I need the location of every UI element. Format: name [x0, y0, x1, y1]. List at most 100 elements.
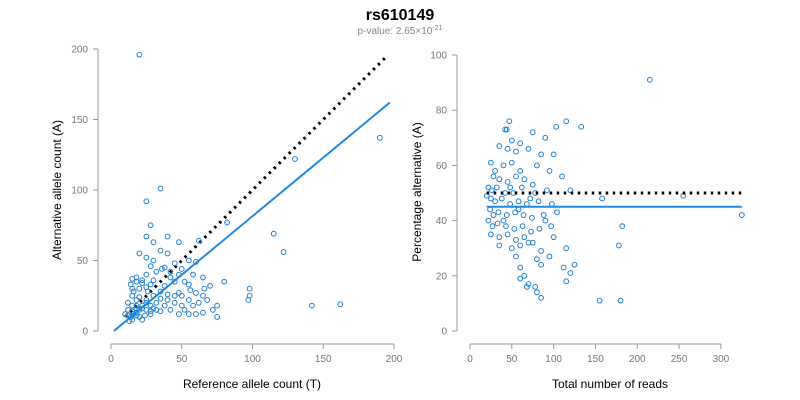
left-data-point [200, 274, 206, 281]
left-y-tick-label: 50 [77, 256, 89, 267]
right-data-point [527, 195, 534, 202]
left-data-point [136, 285, 143, 292]
left-data-point [144, 288, 151, 295]
left-data-point [224, 219, 230, 226]
left-data-point [167, 306, 174, 313]
left-data-point [185, 257, 192, 264]
left-data-point [133, 305, 140, 312]
left-data-point [125, 299, 131, 306]
right-data-point [571, 261, 578, 268]
right-data-point [554, 209, 560, 216]
right-data-point [506, 118, 513, 125]
left-data-point [161, 302, 168, 309]
left-data-point [161, 282, 168, 289]
left-data-point [143, 299, 150, 306]
right-data-point [523, 201, 530, 207]
right-data-point [548, 223, 555, 230]
left-data-point [193, 290, 199, 296]
right-data-point [738, 212, 745, 218]
right-data-point [493, 184, 500, 191]
right-data-point [513, 148, 519, 155]
left-scatter-panel: 0 50 100 150 200 0 50 100 150 200 Reference allel… [50, 45, 403, 392]
right-scatter-panel: 0 50 100 150 200 250 300 0 20 40 60 80 100 Total num… [410, 51, 745, 391]
right-data-point [500, 217, 507, 224]
right-data-point [513, 173, 519, 180]
left-data-point [157, 185, 164, 192]
right-data-point [546, 168, 553, 174]
left-data-point [193, 311, 199, 317]
left-data-point [136, 250, 143, 257]
left-data-point [164, 297, 171, 303]
left-data-point [337, 301, 344, 308]
left-data-point [221, 278, 228, 285]
left-data-point [181, 306, 188, 313]
left-data-point [204, 297, 211, 303]
right-data-point [617, 297, 624, 304]
right-y-tick-label: 40 [436, 216, 448, 227]
right-data-point [538, 151, 544, 158]
left-data-point [171, 292, 178, 299]
right-y-tick-label: 80 [436, 106, 448, 117]
right-data-point [534, 289, 540, 296]
left-data-point [270, 230, 277, 237]
left-data-point [147, 222, 154, 229]
right-data-point [534, 162, 540, 169]
right-data-point [550, 234, 557, 241]
right-data-point [538, 261, 544, 268]
left-data-point [167, 268, 174, 275]
left-data-point [153, 268, 160, 275]
left-data-point [164, 233, 171, 240]
right-data-point [487, 206, 493, 213]
left-data-point [280, 249, 287, 255]
right-data-point [517, 140, 524, 147]
left-data-point [139, 277, 146, 284]
right-data-point [504, 179, 511, 185]
right-data-point [560, 264, 567, 271]
left-data-point [171, 260, 178, 267]
left-x-tick-label: 0 [108, 354, 114, 365]
right-data-point [515, 206, 522, 213]
left-y-tick-label: 200 [71, 45, 88, 56]
right-data-point [488, 187, 495, 194]
right-data-point [492, 198, 498, 205]
right-y-axis-label: Percentage alternative (A) [410, 122, 424, 261]
right-data-point [538, 248, 544, 254]
right-data-point [567, 187, 574, 194]
right-data-point [511, 225, 518, 232]
left-data-point [147, 281, 154, 288]
left-x-tick-label: 150 [315, 354, 332, 365]
left-data-point [178, 292, 185, 299]
right-data-point [504, 231, 511, 238]
right-data-point [615, 242, 622, 249]
right-data-point [502, 190, 509, 196]
right-data-point [508, 137, 515, 144]
right-x-tick-label: 200 [629, 354, 646, 365]
right-y-tick-label: 100 [430, 51, 447, 62]
left-data-point [200, 309, 206, 316]
right-data-point [546, 253, 553, 260]
right-data-point [542, 217, 549, 224]
left-reference-line [124, 54, 388, 318]
right-x-axis-label: Total number of reads [552, 377, 668, 391]
left-data-point [193, 259, 199, 265]
right-data-point [521, 272, 528, 279]
right-data-point [496, 234, 503, 241]
left-data-point [185, 281, 192, 288]
right-data-point [553, 123, 560, 130]
right-data-point [504, 145, 511, 152]
right-data-point [489, 223, 496, 230]
left-data-point [143, 254, 150, 261]
left-data-point [161, 264, 168, 271]
right-data-point [619, 223, 626, 230]
left-data-point [176, 239, 182, 246]
left-data-point [143, 271, 150, 278]
left-data-point [181, 278, 188, 285]
right-data-point [596, 297, 603, 304]
left-data-point [142, 312, 148, 319]
right-data-point [563, 278, 570, 285]
left-x-tick-label: 50 [176, 354, 188, 365]
left-data-point [157, 247, 164, 254]
left-data-point [157, 288, 164, 295]
right-data-point [578, 123, 585, 130]
right-data-point [563, 245, 570, 252]
